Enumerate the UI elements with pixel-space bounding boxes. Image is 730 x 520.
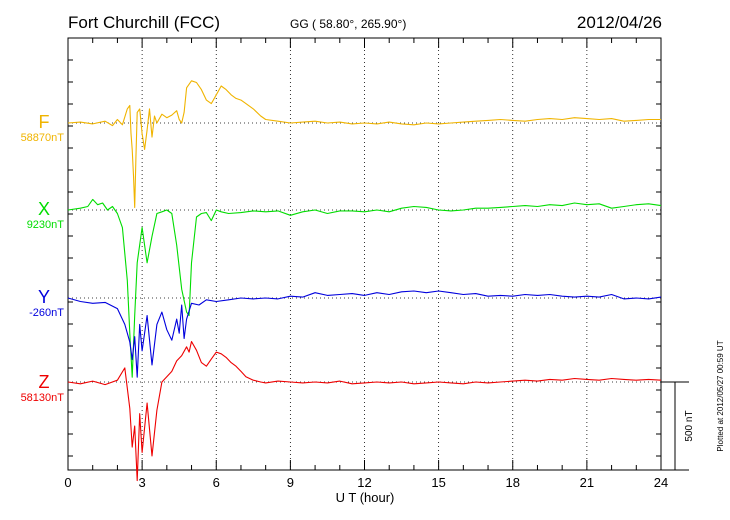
series-lines: [67, 80, 662, 482]
series-baseline-y: -260nT: [29, 307, 64, 319]
x-axis-tick-labels: 0 3 6 9 12 15 18 21 24: [64, 475, 668, 490]
x-tick-label: 0: [64, 475, 71, 490]
series-name-x: X: [38, 199, 50, 219]
series-name-y: Y: [38, 287, 50, 307]
series-line-f: [67, 80, 661, 209]
series-name-f: F: [39, 112, 50, 132]
baseline-grid: [68, 122, 661, 383]
x-tick-label: 21: [580, 475, 594, 490]
x-tick-label: 9: [287, 475, 294, 490]
series-baseline-x: 9230nT: [27, 219, 65, 231]
series-line-z: [67, 340, 662, 482]
vertical-grid: [141, 38, 588, 470]
series-baseline-z: 58130nT: [21, 392, 65, 404]
x-tick-label: 6: [213, 475, 220, 490]
x-tick-label: 18: [506, 475, 520, 490]
x-tick-label: 3: [139, 475, 146, 490]
x-tick-label: 12: [357, 475, 371, 490]
x-axis-ticks: [67, 38, 662, 470]
series-name-z: Z: [39, 372, 50, 392]
x-axis-label: U T (hour): [336, 490, 395, 505]
scale-bar: 500 nT: [661, 381, 695, 471]
series-line-y: [67, 290, 662, 378]
plot-date: 2012/04/26: [577, 13, 662, 32]
series-baseline-f: 58870nT: [21, 132, 65, 144]
x-tick-label: 24: [654, 475, 668, 490]
station-title: Fort Churchill (FCC): [68, 13, 220, 32]
plotted-timestamp: Plotted at 2012/05/27 00:59 UT: [716, 340, 725, 451]
scale-bar-label: 500 nT: [684, 410, 695, 441]
x-tick-label: 15: [431, 475, 445, 490]
station-coords: GG ( 58.80°, 265.90°): [290, 17, 406, 31]
